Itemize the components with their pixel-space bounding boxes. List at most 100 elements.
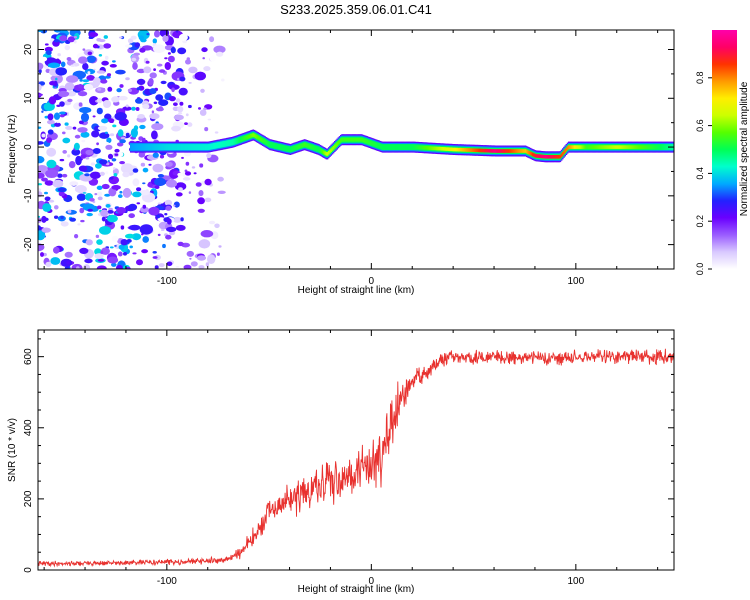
ridge-cell [301, 143, 304, 148]
ridge-cell [440, 147, 443, 151]
noise-speckle [86, 212, 93, 217]
colorbar-gradient [712, 30, 737, 269]
ridge-cell [517, 149, 520, 153]
noise-speckle [164, 199, 173, 206]
ridge-cell [546, 155, 548, 159]
ridge-cell [444, 147, 446, 151]
ridge-cell [233, 140, 235, 144]
ridge-cell [158, 145, 161, 149]
ridge-cell [581, 145, 583, 149]
ridge-cell [498, 149, 500, 153]
noise-speckle [218, 245, 222, 248]
noise-speckle [130, 128, 138, 138]
ridge-cell [521, 149, 523, 153]
ridge-cell [482, 148, 485, 153]
ridge-cell [196, 145, 198, 149]
ridge-cell [449, 147, 451, 152]
ridge-cell [133, 145, 136, 149]
ridge-cell [638, 145, 641, 149]
ridge-cell [656, 145, 659, 149]
ridge-cell [541, 154, 544, 159]
ridge-cell [256, 135, 258, 139]
noise-speckle [118, 194, 123, 199]
noise-speckle [49, 199, 55, 203]
ridge-cell [632, 145, 635, 149]
ridge-cell [314, 146, 317, 151]
snr-y-label: SNR (10 * v/v) [7, 418, 18, 482]
noise-speckle [79, 207, 85, 214]
ridge-cell [299, 144, 301, 148]
ridge-cell [593, 145, 595, 149]
noise-speckle [38, 155, 45, 164]
noise-speckle [99, 226, 111, 235]
noise-speckle [153, 44, 166, 54]
ridge-cell [558, 155, 560, 159]
ridge-cell [226, 141, 228, 146]
ridge-cell [286, 146, 288, 151]
noise-speckle [86, 55, 97, 63]
noise-speckle [113, 173, 118, 177]
ridge-cell [289, 147, 292, 152]
ridge-cell [146, 145, 149, 149]
noise-speckle [77, 223, 81, 226]
noise-speckle [162, 34, 169, 43]
noise-speckle [55, 67, 67, 76]
ridge-cell [497, 149, 499, 153]
ridge-cell [341, 137, 343, 142]
ridge-cell [232, 140, 234, 144]
noise-speckle [135, 98, 144, 104]
noise-speckle [94, 253, 104, 259]
noise-speckle [65, 125, 73, 130]
ridge-cell [373, 142, 376, 146]
ridge-cell [578, 145, 581, 149]
colorbar-tick-label-4: 0.8 [695, 72, 705, 85]
ridge-cell [235, 139, 238, 143]
spectrogram-x-axis: -100 0 100 [43, 30, 659, 287]
ridge-cell [550, 155, 552, 159]
ridge-cell [283, 146, 286, 150]
ridge-cell [215, 143, 217, 148]
noise-speckle [96, 239, 103, 245]
noise-speckle [44, 191, 48, 195]
noise-speckle [142, 104, 150, 109]
noise-speckle [53, 30, 62, 33]
ridge-cell [310, 144, 312, 149]
noise-speckle [209, 220, 216, 225]
ridge-cell [371, 141, 373, 146]
ridge-cell [614, 145, 617, 149]
ridge-cell [445, 147, 448, 151]
noise-speckle [155, 94, 164, 101]
noise-speckle [73, 142, 80, 151]
colorbar-tick-label-0: 0.0 [695, 263, 705, 276]
ridge-cell [380, 145, 383, 149]
ridge-cell [413, 145, 415, 149]
spec-y-tick-label-10: 10 [23, 92, 34, 104]
noise-speckle [119, 161, 125, 165]
noise-speckle [102, 100, 112, 108]
ridge-cell [479, 148, 481, 153]
noise-speckle [185, 59, 191, 65]
ridge-cell [623, 145, 625, 149]
noise-speckle [80, 154, 87, 159]
ridge-cell [263, 139, 265, 143]
ridge-cell [487, 148, 490, 153]
ridge-cell [421, 145, 424, 150]
noise-speckle [173, 204, 176, 207]
noise-speckle [42, 203, 52, 212]
snr-y-tick-label-0: 0 [23, 567, 34, 573]
noise-speckle [46, 137, 53, 144]
noise-speckle [142, 167, 149, 173]
ridge-cell [396, 145, 398, 149]
ridge-cell [480, 148, 482, 153]
noise-speckle [114, 245, 117, 247]
ridge-cell [163, 145, 166, 149]
noise-speckle [152, 163, 164, 173]
noise-speckle [84, 258, 93, 264]
noise-speckle [47, 129, 54, 135]
ridge-cell [161, 145, 163, 149]
ridge-cell [644, 145, 647, 149]
ridge-cell [277, 144, 280, 149]
ridge-cell [145, 145, 148, 149]
ridge-cell [187, 145, 190, 149]
noise-speckle [154, 185, 160, 190]
